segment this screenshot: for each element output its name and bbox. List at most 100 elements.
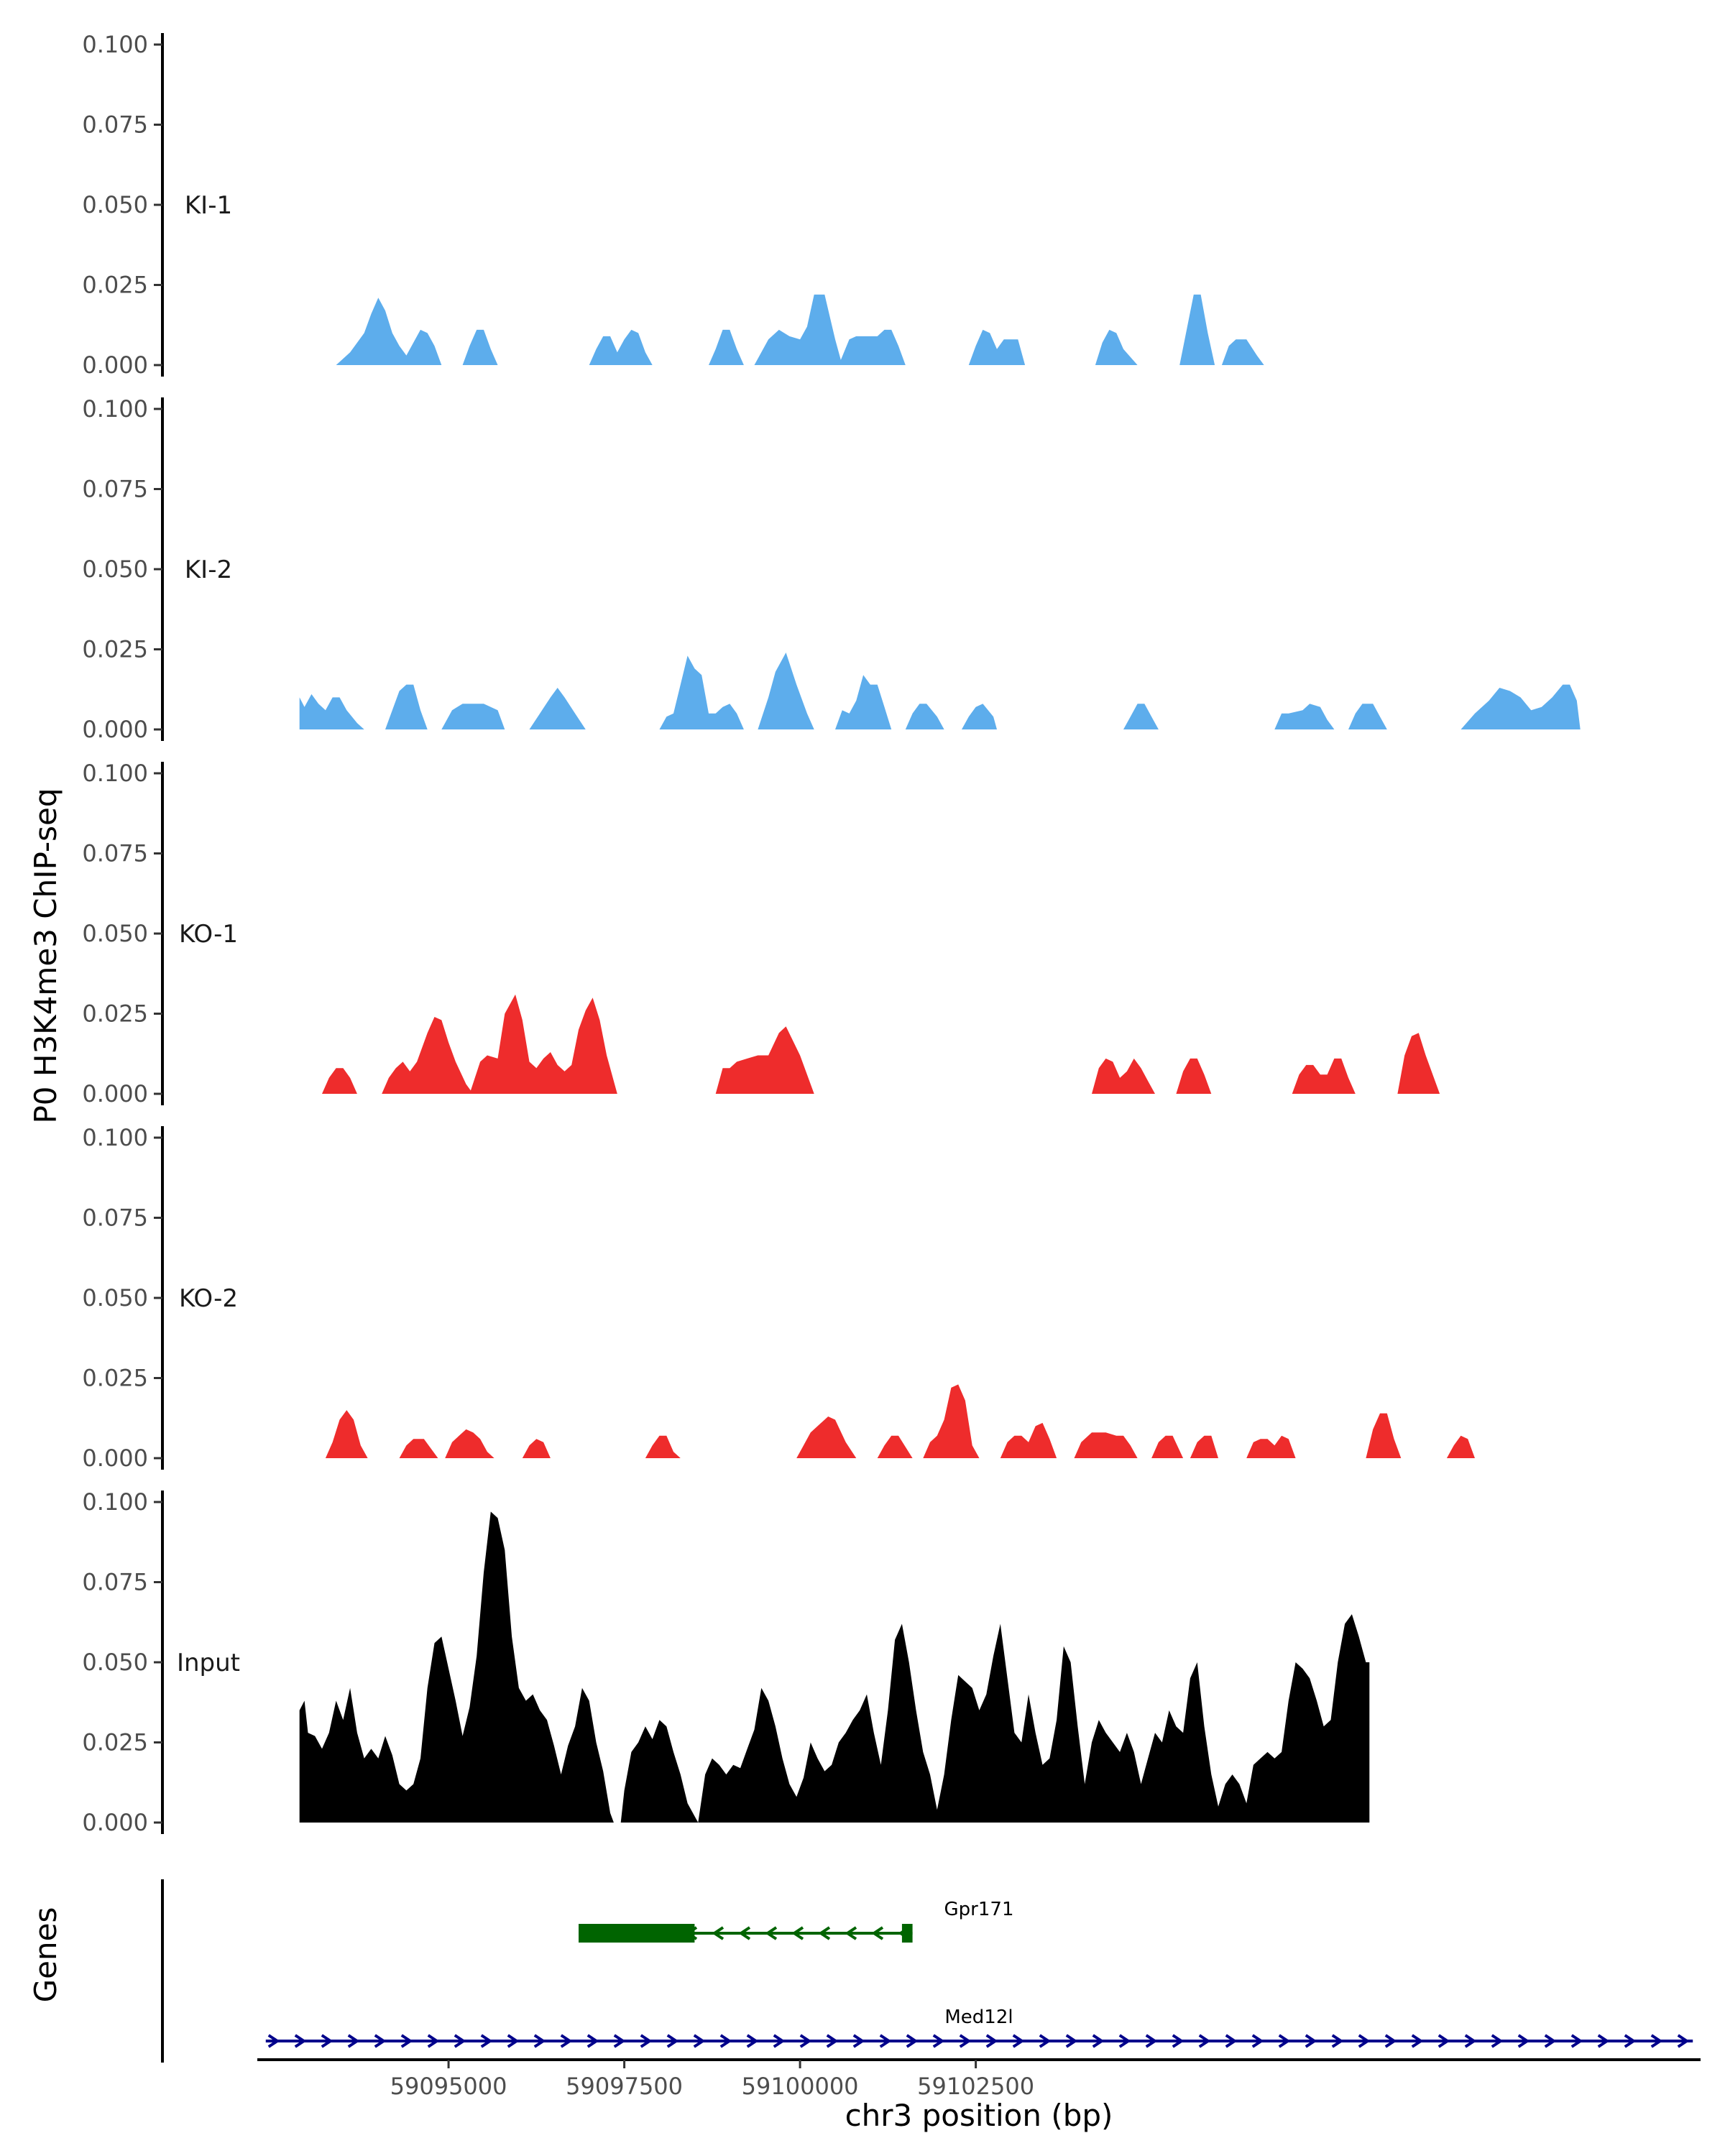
y-tick-label: 0.100 [82,760,148,787]
strand-arrow-icon [773,2034,786,2048]
y-tick-label: 0.000 [82,1809,148,1836]
strand-arrow-icon [1225,2034,1238,2048]
y-tick-label: 0.000 [82,1445,148,1472]
strand-arrow-icon [746,2034,759,2048]
strand-arrow-icon [400,2034,413,2048]
track-ko-1: 0.000 0.025 0.050 0.075 0.100 KO-1 [82,760,1440,1107]
strand-arrow-icon [374,2034,387,2048]
strand-arrow-icon [1597,2034,1610,2048]
y-tick-label: 0.025 [82,1729,148,1756]
strand-arrow-icon [985,2034,998,2048]
track-label: KI-2 [185,556,232,584]
strand-arrow-icon [932,2034,945,2048]
strand-arrow-icon [959,2034,972,2048]
strand-arrow-icon [1411,2034,1424,2048]
gene-label: Med12l [944,2007,1013,2028]
strand-arrow-icon [818,1926,831,1940]
x-tick-label: 59097500 [566,2073,683,2100]
track-ki-2: 0.000 0.025 0.050 0.075 0.100 KI-2 [82,395,1581,743]
strand-arrow-icon [826,2034,839,2048]
y-tick-label: 0.075 [82,476,148,503]
strand-arrow-icon [693,2034,706,2048]
strand-arrow-icon [1624,2034,1637,2048]
y-tick-label: 0.000 [82,351,148,379]
x-tick-label: 59102500 [917,2073,1034,2100]
strand-arrow-icon [454,2034,466,2048]
track-ki-1: 0.000 0.025 0.050 0.075 0.100 KI-1 [82,31,1264,379]
strand-arrow-icon [1544,2034,1557,2048]
strand-arrow-icon [480,2034,493,2048]
signal-area-ki-1 [336,294,1264,365]
track-ko-2: 0.000 0.025 0.050 0.075 0.100 KO-2 [82,1124,1475,1472]
y-tick-label: 0.000 [82,716,148,743]
x-tick-label: 59100000 [742,2073,859,2100]
track-label: KO-1 [179,920,238,949]
signal-area-ko-1 [322,994,1440,1094]
track-label: KO-2 [179,1284,238,1313]
strand-arrow-icon [1198,2034,1211,2048]
strand-arrow-icon [586,2034,599,2048]
y-tick-label: 0.100 [82,1488,148,1516]
strand-arrow-icon [1039,2034,1052,2048]
strand-arrow-icon [1677,2034,1690,2048]
strand-arrow-icon [906,2034,919,2048]
strand-arrow-icon [1438,2034,1450,2048]
genes-panel: Gpr171 Med12l [161,1879,1693,2063]
x-tick-label: 59095000 [390,2073,507,2100]
strand-arrow-icon [791,1926,804,1940]
strand-arrow-icon [1118,2034,1131,2048]
y-tick-label: 0.000 [82,1080,148,1107]
signal-area-ko-2 [325,1384,1475,1458]
y-tick-label: 0.050 [82,1284,148,1312]
gene-exon [579,1924,695,1943]
strand-arrow-icon [879,2034,892,2048]
strand-arrow-icon [347,2034,360,2048]
track-label: KI-1 [185,191,232,220]
strand-arrow-icon [1012,2034,1025,2048]
strand-arrow-icon [1464,2034,1477,2048]
strand-arrow-icon [507,2034,520,2048]
y-tick-label: 0.050 [82,191,148,218]
track-label: Input [177,1649,240,1677]
y-tick-label: 0.050 [82,1649,148,1676]
strand-arrow-icon [1650,2034,1663,2048]
y-tick-label: 0.050 [82,556,148,583]
strand-arrow-icon [560,2034,573,2048]
strand-arrow-icon [666,2034,679,2048]
y-axis-title: P0 H3K4me3 ChIP-seq [28,788,63,1123]
strand-arrow-icon [613,2034,626,2048]
strand-arrow-icon [1145,2034,1158,2048]
strand-arrow-icon [1305,2034,1317,2048]
y-tick-label: 0.100 [82,1124,148,1151]
x-axis: 59095000 59097500 59100000 59102500 [257,2058,1701,2100]
genes-axis-title: Genes [28,1907,63,2003]
strand-arrow-icon [852,2034,865,2048]
strand-arrow-icon [1278,2034,1291,2048]
strand-arrow-icon [871,1926,884,1940]
y-tick-label: 0.075 [82,1204,148,1232]
y-tick-label: 0.025 [82,272,148,299]
y-tick-label: 0.075 [82,1569,148,1596]
y-tick-label: 0.025 [82,1365,148,1392]
y-tick-label: 0.025 [82,636,148,663]
gene-label: Gpr171 [944,1899,1014,1920]
gene-med12l: Med12l [265,2007,1693,2048]
strand-arrow-icon [1491,2034,1504,2048]
strand-arrow-icon [1172,2034,1184,2048]
strand-arrow-icon [719,2034,732,2048]
strand-arrow-icon [533,2034,546,2048]
strand-arrow-icon [1331,2034,1344,2048]
strand-arrow-icon [1251,2034,1264,2048]
y-tick-label: 0.075 [82,840,148,867]
y-tick-label: 0.100 [82,395,148,423]
y-tick-label: 0.025 [82,1000,148,1028]
strand-arrow-icon [267,2034,280,2048]
strand-arrow-icon [1065,2034,1078,2048]
strand-arrow-icon [799,2034,812,2048]
signal-area-ki-2 [299,653,1581,729]
strand-arrow-icon [321,2034,334,2048]
gene-exon [901,1924,913,1943]
signal-area-input [299,1511,1370,1823]
strand-arrow-icon [845,1926,857,1940]
x-axis-title: chr3 position (bp) [845,2098,1113,2133]
